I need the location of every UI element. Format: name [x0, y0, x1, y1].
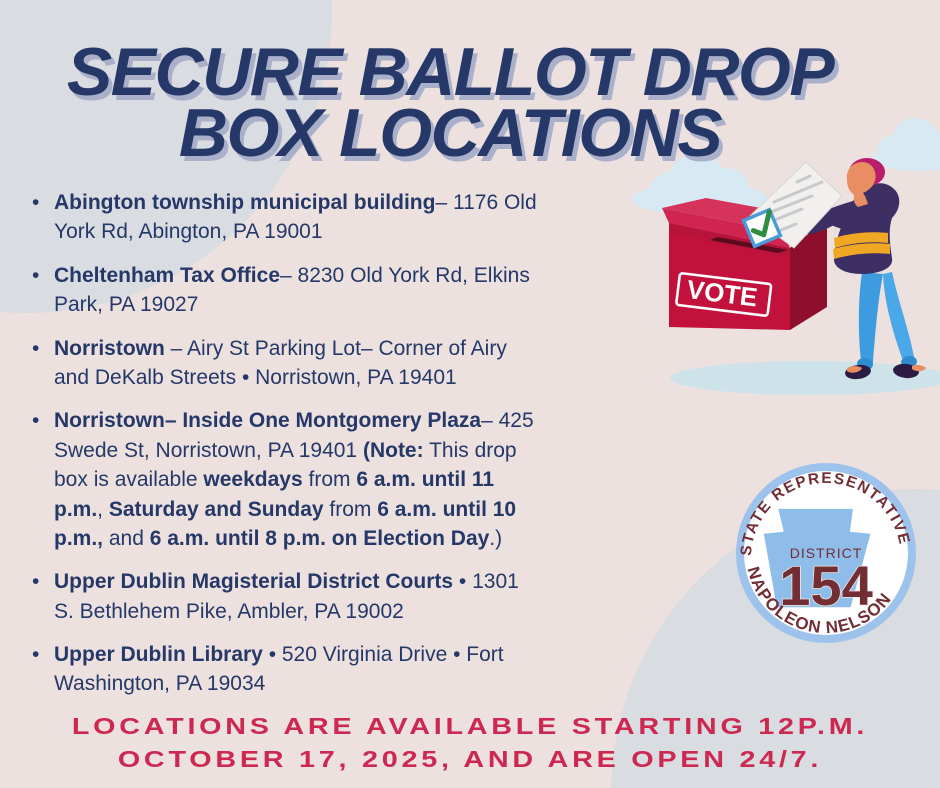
svg-text:154: 154: [779, 554, 872, 617]
